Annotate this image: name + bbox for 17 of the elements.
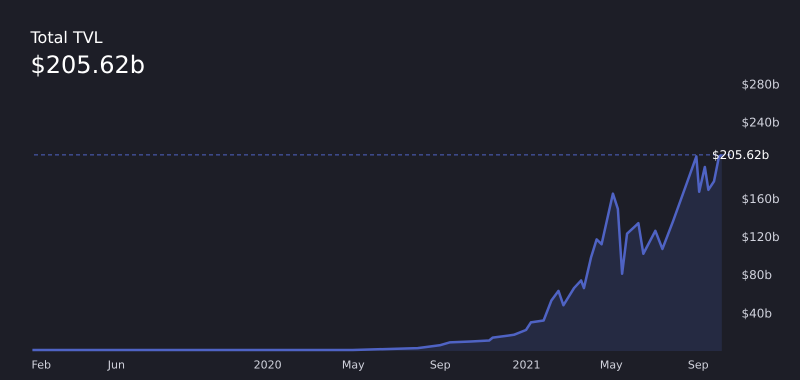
x-tick-label: May [342,358,366,372]
x-tick-label: 2020 [254,358,282,372]
chart-subtitle: $205.62b [30,51,145,79]
x-tick-label: Feb [32,358,51,372]
y-tick-label: $160b [742,192,780,206]
x-tick-label: Sep [688,358,709,372]
chart-title: Total TVL [30,28,103,47]
x-tick-label: May [600,358,624,372]
x-tick-label: 2021 [512,358,540,372]
y-tick-label: $120b [742,230,780,244]
x-tick-label: Sep [430,358,451,372]
y-tick-label: $280b [742,78,780,92]
y-tick-label: $240b [742,116,780,130]
ref-line-label: $205.62b [712,148,770,162]
y-tick-label: $80b [742,268,772,282]
x-tick-label: Jun [106,358,125,372]
y-tick-label: $40b [742,306,772,320]
